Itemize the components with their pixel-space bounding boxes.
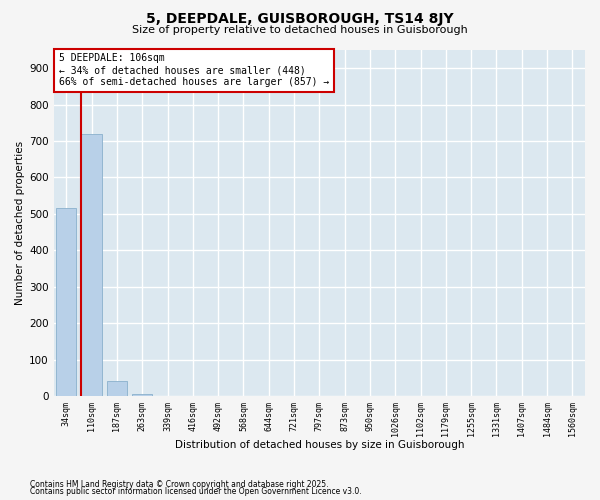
Bar	[107, 382, 127, 396]
Y-axis label: Number of detached properties: Number of detached properties	[15, 141, 25, 305]
Bar	[132, 394, 152, 396]
Text: Size of property relative to detached houses in Guisborough: Size of property relative to detached ho…	[132, 25, 468, 35]
Text: Contains HM Land Registry data © Crown copyright and database right 2025.: Contains HM Land Registry data © Crown c…	[30, 480, 329, 489]
Text: 5, DEEPDALE, GUISBOROUGH, TS14 8JY: 5, DEEPDALE, GUISBOROUGH, TS14 8JY	[146, 12, 454, 26]
Text: 5 DEEPDALE: 106sqm
← 34% of detached houses are smaller (448)
66% of semi-detach: 5 DEEPDALE: 106sqm ← 34% of detached hou…	[59, 54, 329, 86]
Text: Contains public sector information licensed under the Open Government Licence v3: Contains public sector information licen…	[30, 487, 362, 496]
Bar	[56, 208, 76, 396]
Bar	[82, 134, 102, 396]
X-axis label: Distribution of detached houses by size in Guisborough: Distribution of detached houses by size …	[175, 440, 464, 450]
